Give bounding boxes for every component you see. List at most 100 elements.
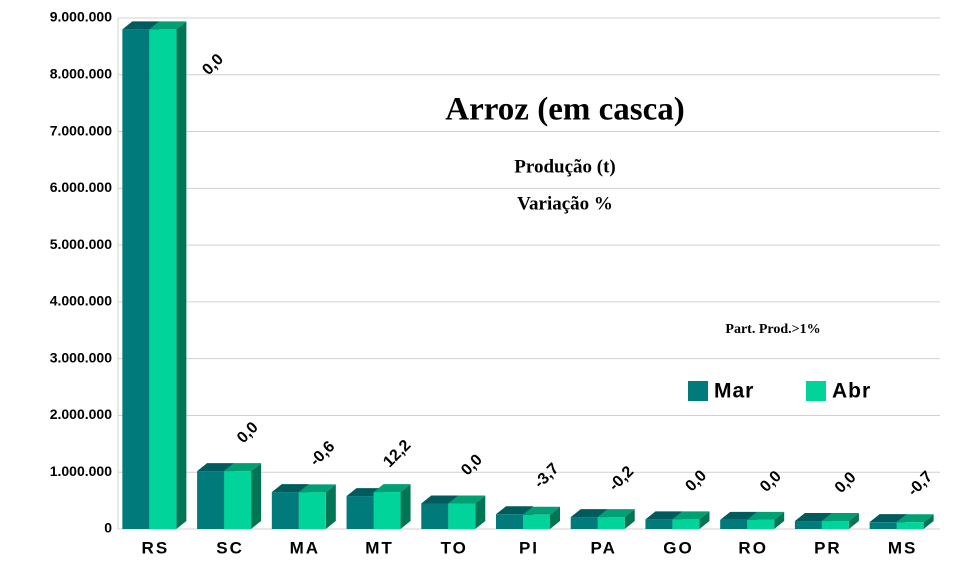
bar-face [821,513,859,522]
bar [597,509,635,529]
x-tick-label: RS [142,538,170,557]
bar-face [149,29,177,529]
bar-face [794,521,822,529]
bar-face [475,495,486,529]
bar-face [896,514,934,523]
bar-face [224,471,252,529]
bar-face [821,521,849,529]
legend-swatch [688,381,708,401]
bar-face [869,522,897,529]
variation-label: -0,7 [905,468,937,500]
variation-label: 0,0 [234,419,262,447]
bar-face [672,519,700,529]
bar-face [421,503,449,529]
bar-face [122,29,150,529]
subtitle: Variação % [517,193,613,214]
variation-label: -0,2 [606,463,638,495]
x-tick-label: TO [441,538,468,557]
bar-face [848,513,859,529]
y-tick-label: 7.000.000 [50,122,112,138]
bar-face [197,471,225,529]
y-tick-label: 9.000.000 [50,9,112,25]
bar-face [496,506,533,515]
bar-face [570,517,598,529]
legend-swatch [806,381,826,401]
bar-face [149,21,187,30]
chart-title: Arroz (em casca) [445,92,684,128]
bar-face [325,484,336,529]
variation-label: -3,7 [531,460,563,492]
bar-face [298,492,326,529]
bar-face [747,511,785,520]
x-tick-label: RO [738,538,768,557]
x-tick-label: PI [519,538,539,557]
y-tick-label: 5.000.000 [50,236,112,252]
variation-label: 0,0 [458,451,486,479]
bar-face [373,492,401,529]
y-tick-label: 6.000.000 [50,179,112,195]
bar-face [224,463,262,472]
x-tick-label: MT [365,538,394,557]
variation-label: -0,6 [307,438,339,470]
bar [523,506,560,529]
bar-face [645,511,683,520]
bar-face [448,495,486,504]
bar [149,21,187,529]
bar-face [896,522,924,529]
bar-face [400,484,411,529]
bar-face [421,495,459,504]
y-tick-label: 0 [104,520,112,536]
legend-label: Abr [832,380,871,403]
bar-face [869,514,907,523]
bar-face [597,509,635,518]
bar-face [373,484,411,493]
bar-face [298,484,336,493]
x-tick-label: GO [663,538,693,557]
bar [373,484,411,529]
bar-face [747,519,775,529]
y-tick-label: 1.000.000 [50,463,112,479]
bar-face [251,463,262,529]
legend-label: Mar [714,380,754,403]
variation-label: 0,0 [682,467,710,495]
bar-face [122,21,160,30]
bar-face [720,511,758,520]
bar-face [550,506,560,529]
y-tick-label: 4.000.000 [50,293,112,309]
subtitle: Produção (t) [514,156,616,177]
variation-label: 0,0 [832,469,860,497]
bar-face [176,21,187,529]
bar-face [271,492,299,529]
bar-face [720,519,748,529]
x-tick-label: SC [216,538,244,557]
y-tick-label: 8.000.000 [50,65,112,81]
bar-face [197,463,235,472]
y-tick-label: 3.000.000 [50,349,112,365]
bar [821,513,859,529]
bar-face [699,511,710,529]
bar [672,511,710,529]
x-tick-label: MA [290,538,320,557]
bar-face [523,506,560,515]
x-tick-label: PR [814,538,842,557]
bar-face [923,514,934,529]
bar-face [570,509,608,518]
bar-face [597,517,625,529]
annotation: Part. Prod.>1% [725,322,820,337]
y-tick-label: 2.000.000 [50,406,112,422]
variation-label: 12,2 [380,437,414,471]
bar-face [448,503,476,529]
x-tick-label: PA [591,538,617,557]
bar-face [645,519,673,529]
bar [224,463,262,529]
bar-face [346,496,374,529]
bar [747,511,785,529]
bar-face [794,513,832,522]
x-tick-label: MS [888,538,918,557]
bar-face [672,511,710,520]
bar-face [624,509,635,529]
bar-face [774,511,785,529]
bar [298,484,336,529]
bar-face [271,484,309,493]
